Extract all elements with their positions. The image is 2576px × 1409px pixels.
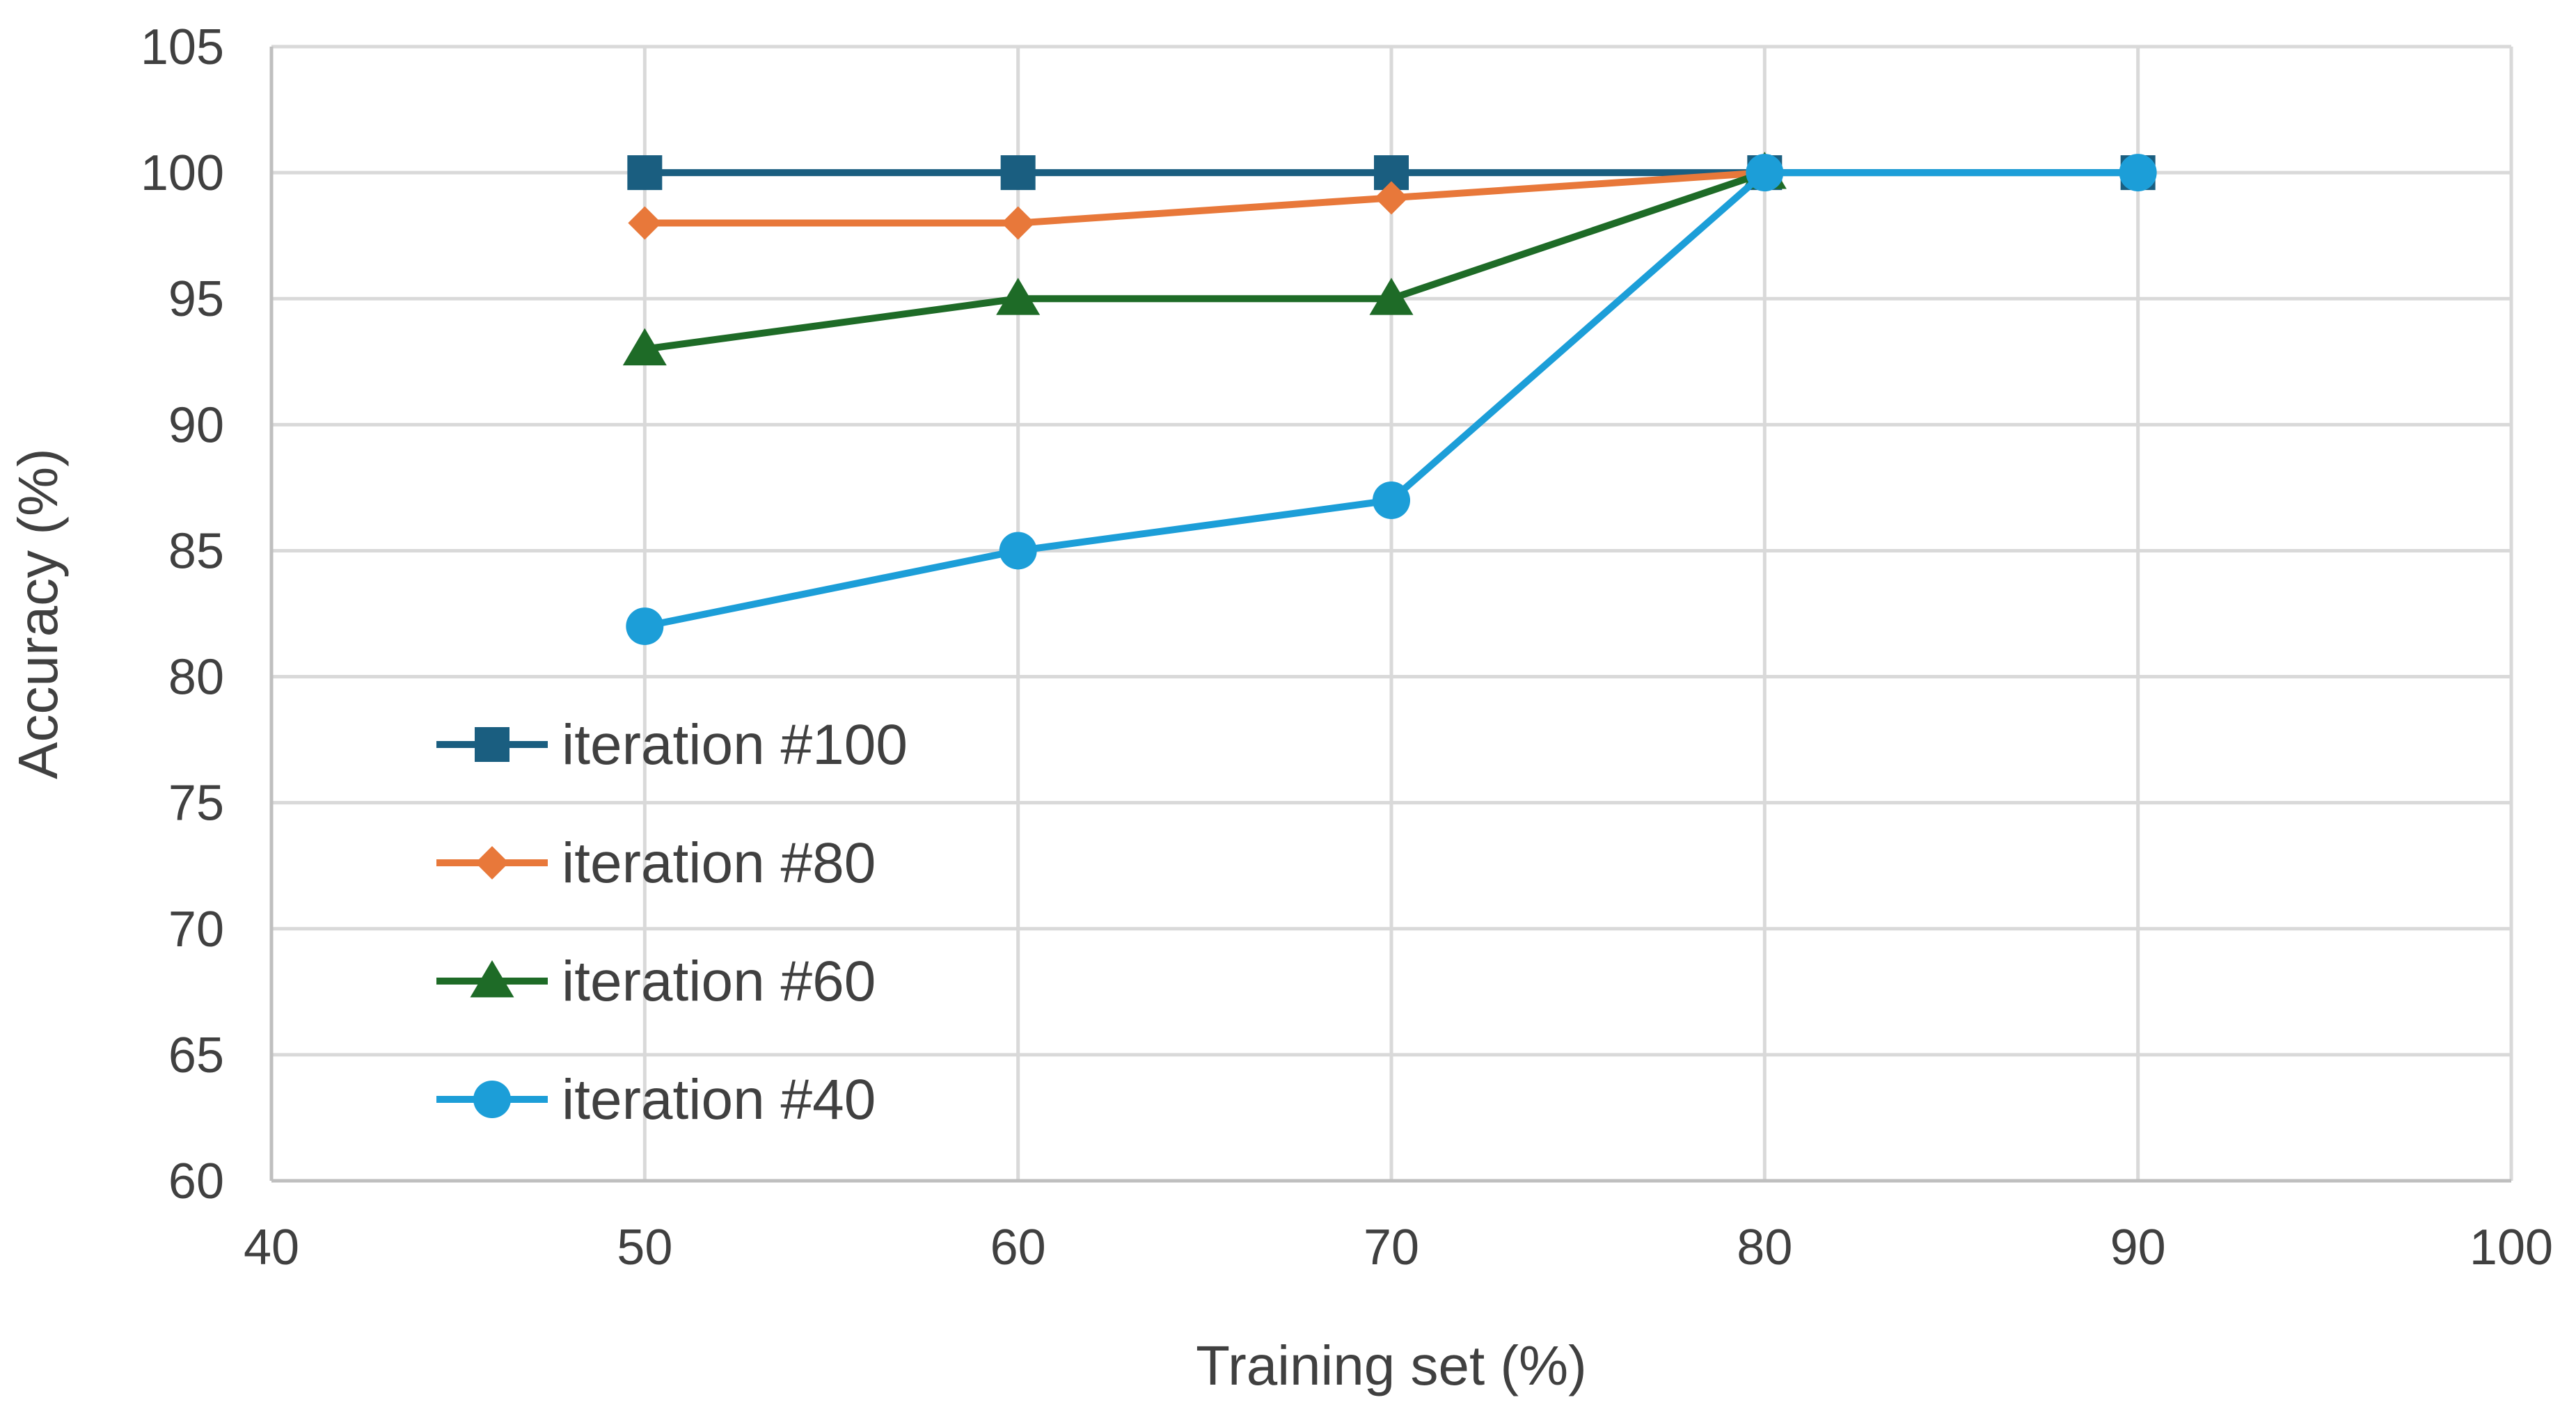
x-tick-label: 100 (2470, 1220, 2553, 1275)
y-tick-label: 60 (168, 1154, 224, 1209)
series-line (645, 169, 1765, 227)
x-tick-label: 70 (1364, 1220, 1419, 1275)
data-point (627, 155, 663, 191)
legend-item-4: iteration #40 (436, 1068, 876, 1131)
x-tick-label: 80 (1737, 1220, 1792, 1275)
legend-marker-swatch (475, 846, 509, 879)
data-point (1369, 278, 1414, 315)
legend-item-2: iteration #80 (436, 831, 876, 895)
y-tick-label: 75 (168, 776, 224, 831)
y-tick-label: 65 (168, 1028, 224, 1083)
y-tick-label: 95 (168, 271, 224, 327)
legend-label: iteration #100 (562, 713, 908, 777)
legend-marker-swatch (470, 960, 514, 998)
x-tick-label: 40 (244, 1220, 299, 1275)
series-4 (626, 154, 2157, 646)
data-point (1373, 481, 1410, 519)
y-tick-label: 85 (168, 523, 224, 579)
y-axis-title: Accuracy (%) (7, 448, 69, 779)
legend-label: iteration #60 (562, 950, 876, 1013)
data-point (626, 607, 664, 646)
y-tick-label: 70 (168, 902, 224, 957)
data-point (999, 532, 1037, 570)
data-point (1000, 155, 1036, 191)
legend: iteration #100 iteration #80 iteration #60… (436, 713, 908, 1131)
legend-item-1: iteration #100 (436, 713, 908, 777)
series-group (622, 152, 2157, 646)
x-tick-label: 90 (2110, 1220, 2166, 1275)
data-point (622, 328, 667, 366)
data-point (1375, 181, 1408, 215)
y-tick-label: 90 (168, 397, 224, 453)
series-line (644, 169, 1766, 353)
legend-label: iteration #40 (562, 1068, 876, 1131)
legend-item-3: iteration #60 (436, 950, 876, 1013)
data-point (2119, 154, 2157, 192)
data-point (1001, 206, 1035, 240)
legend-label: iteration #80 (562, 831, 876, 895)
data-point (1746, 154, 1784, 192)
y-tick-label: 80 (168, 650, 224, 706)
legend-marker-swatch (473, 1081, 511, 1118)
data-point (996, 278, 1041, 315)
y-tick-label: 100 (141, 145, 224, 201)
x-tick-label: 50 (617, 1220, 672, 1275)
x-axis-title: Training set (%) (1196, 1335, 1587, 1396)
x-tick-label: 60 (990, 1220, 1046, 1275)
y-tick-label: 105 (141, 19, 224, 75)
axes: 60 65 70 75 80 85 90 95 100 105 40 50 60 70 80 90 100 (141, 19, 2553, 1275)
legend-marker-swatch (475, 727, 509, 762)
data-point (628, 206, 662, 240)
